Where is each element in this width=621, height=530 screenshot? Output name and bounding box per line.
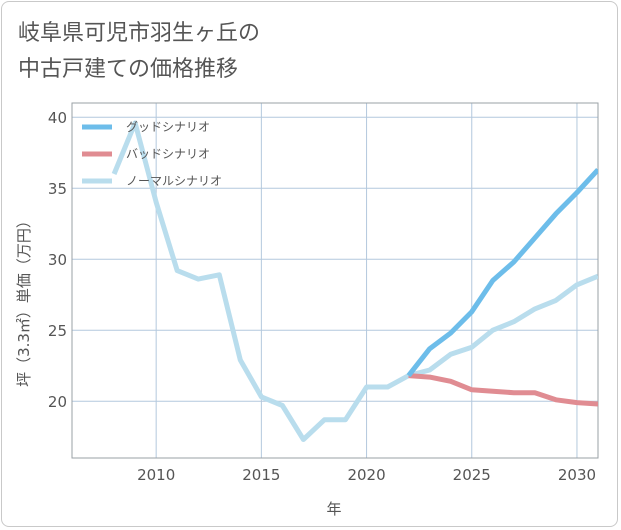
chart-title-line-1: 岐阜県可児市羽生ヶ丘の — [18, 21, 261, 46]
y-tick-label: 20 — [48, 393, 67, 411]
legend-label-2: ノーマルシナリオ — [126, 174, 222, 188]
y-tick-label: 40 — [48, 109, 67, 127]
chart-title-line-2: 中古戸建ての価格推移 — [18, 57, 239, 82]
series — [111, 120, 598, 442]
series-line-0 — [406, 168, 598, 378]
x-tick-label: 2020 — [347, 466, 385, 484]
x-tick-label: 2025 — [453, 466, 491, 484]
legend-label-0: グッドシナリオ — [126, 120, 210, 134]
y-tick-label: 30 — [48, 251, 67, 269]
series-line-2 — [111, 120, 598, 442]
legend-label-1: バッドシナリオ — [126, 147, 210, 161]
y-tick-label: 25 — [48, 322, 67, 340]
grid — [72, 103, 598, 458]
y-tick-label: 35 — [48, 180, 67, 198]
series-line-1 — [408, 373, 598, 407]
plot-frame — [71, 102, 599, 459]
chart-title: 岐阜県可児市羽生ヶ丘の 中古戸建ての価格推移 — [18, 16, 260, 88]
x-axis-title: 年 — [326, 500, 341, 518]
x-tick-label: 2010 — [137, 466, 175, 484]
x-tick-label: 2015 — [242, 466, 280, 484]
y-axis-title: 坪（3.3㎡）単価（万円） — [15, 213, 33, 387]
x-tick-label: 2030 — [558, 466, 596, 484]
